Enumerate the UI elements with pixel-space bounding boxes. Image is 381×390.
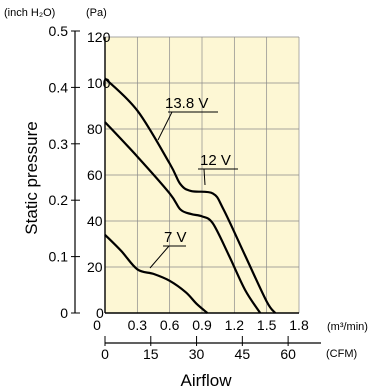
series-label-leader: [203, 168, 206, 186]
y-tick-label-pa: 100: [87, 75, 111, 91]
x-tick-label-m3: 1.5: [257, 317, 277, 333]
x-unit-cfm: (CFM): [326, 348, 357, 360]
y-tick-label-inch: 0.3: [49, 136, 69, 152]
series-label-0: 13.8 V: [165, 95, 208, 112]
y-tick-label-pa: 20: [87, 259, 103, 275]
x-tick-label-cfm: 30: [189, 346, 205, 362]
x-tick-label-cfm: 0: [101, 346, 109, 362]
y-axis-title: Static pressure: [22, 121, 41, 234]
x-tick-label-m3: 1.2: [225, 317, 245, 333]
series-line-0: [104, 77, 277, 314]
series-label-leader: [157, 111, 173, 141]
labels: 13.8 V 12 V 7 V 0 20 40 60 80 100 120 0 0.1 0.2 0.3 0.…: [4, 7, 368, 390]
y-unit-inch: (inch H₂O): [4, 7, 55, 19]
plot-area: [105, 36, 300, 313]
x-axis-title: Airflow: [180, 371, 232, 390]
axes: [71, 30, 321, 346]
y-tick-label-inch: 0.5: [49, 23, 69, 39]
y-tick-label-pa: 80: [87, 121, 103, 137]
y-tick-label-inch: 0.2: [49, 192, 69, 208]
series-line-2: [104, 234, 209, 314]
series-lines: [104, 77, 277, 314]
y-tick-label-pa: 0: [96, 305, 104, 321]
y-tick-label-pa: 120: [87, 29, 111, 45]
series-label-1: 12 V: [200, 152, 231, 169]
y-tick-label-inch: 0.1: [49, 249, 69, 265]
series-line-1: [104, 121, 262, 314]
x-tick-label-m3: 1.8: [289, 317, 309, 333]
y-unit-pa: (Pa): [86, 7, 107, 19]
x-unit-m3: (m³/min): [327, 321, 368, 333]
y-tick-label-inch: 0.4: [49, 79, 69, 95]
x-tick-label-m3: 0.3: [128, 317, 148, 333]
series-label-leader: [149, 245, 170, 269]
series-label-2: 7 V: [164, 229, 187, 246]
x-tick-label-m3: 0.9: [192, 317, 212, 333]
x-tick-label-cfm: 45: [235, 346, 251, 362]
x-tick-label-cfm: 15: [143, 346, 159, 362]
x-tick-label-m3: 0: [93, 317, 101, 333]
y-tick-label-pa: 40: [87, 213, 103, 229]
x-tick-label-m3: 0.6: [160, 317, 180, 333]
x-tick-label-cfm: 60: [280, 346, 296, 362]
y-tick-label-inch: 0: [60, 305, 68, 321]
y-tick-label-pa: 60: [87, 167, 103, 183]
